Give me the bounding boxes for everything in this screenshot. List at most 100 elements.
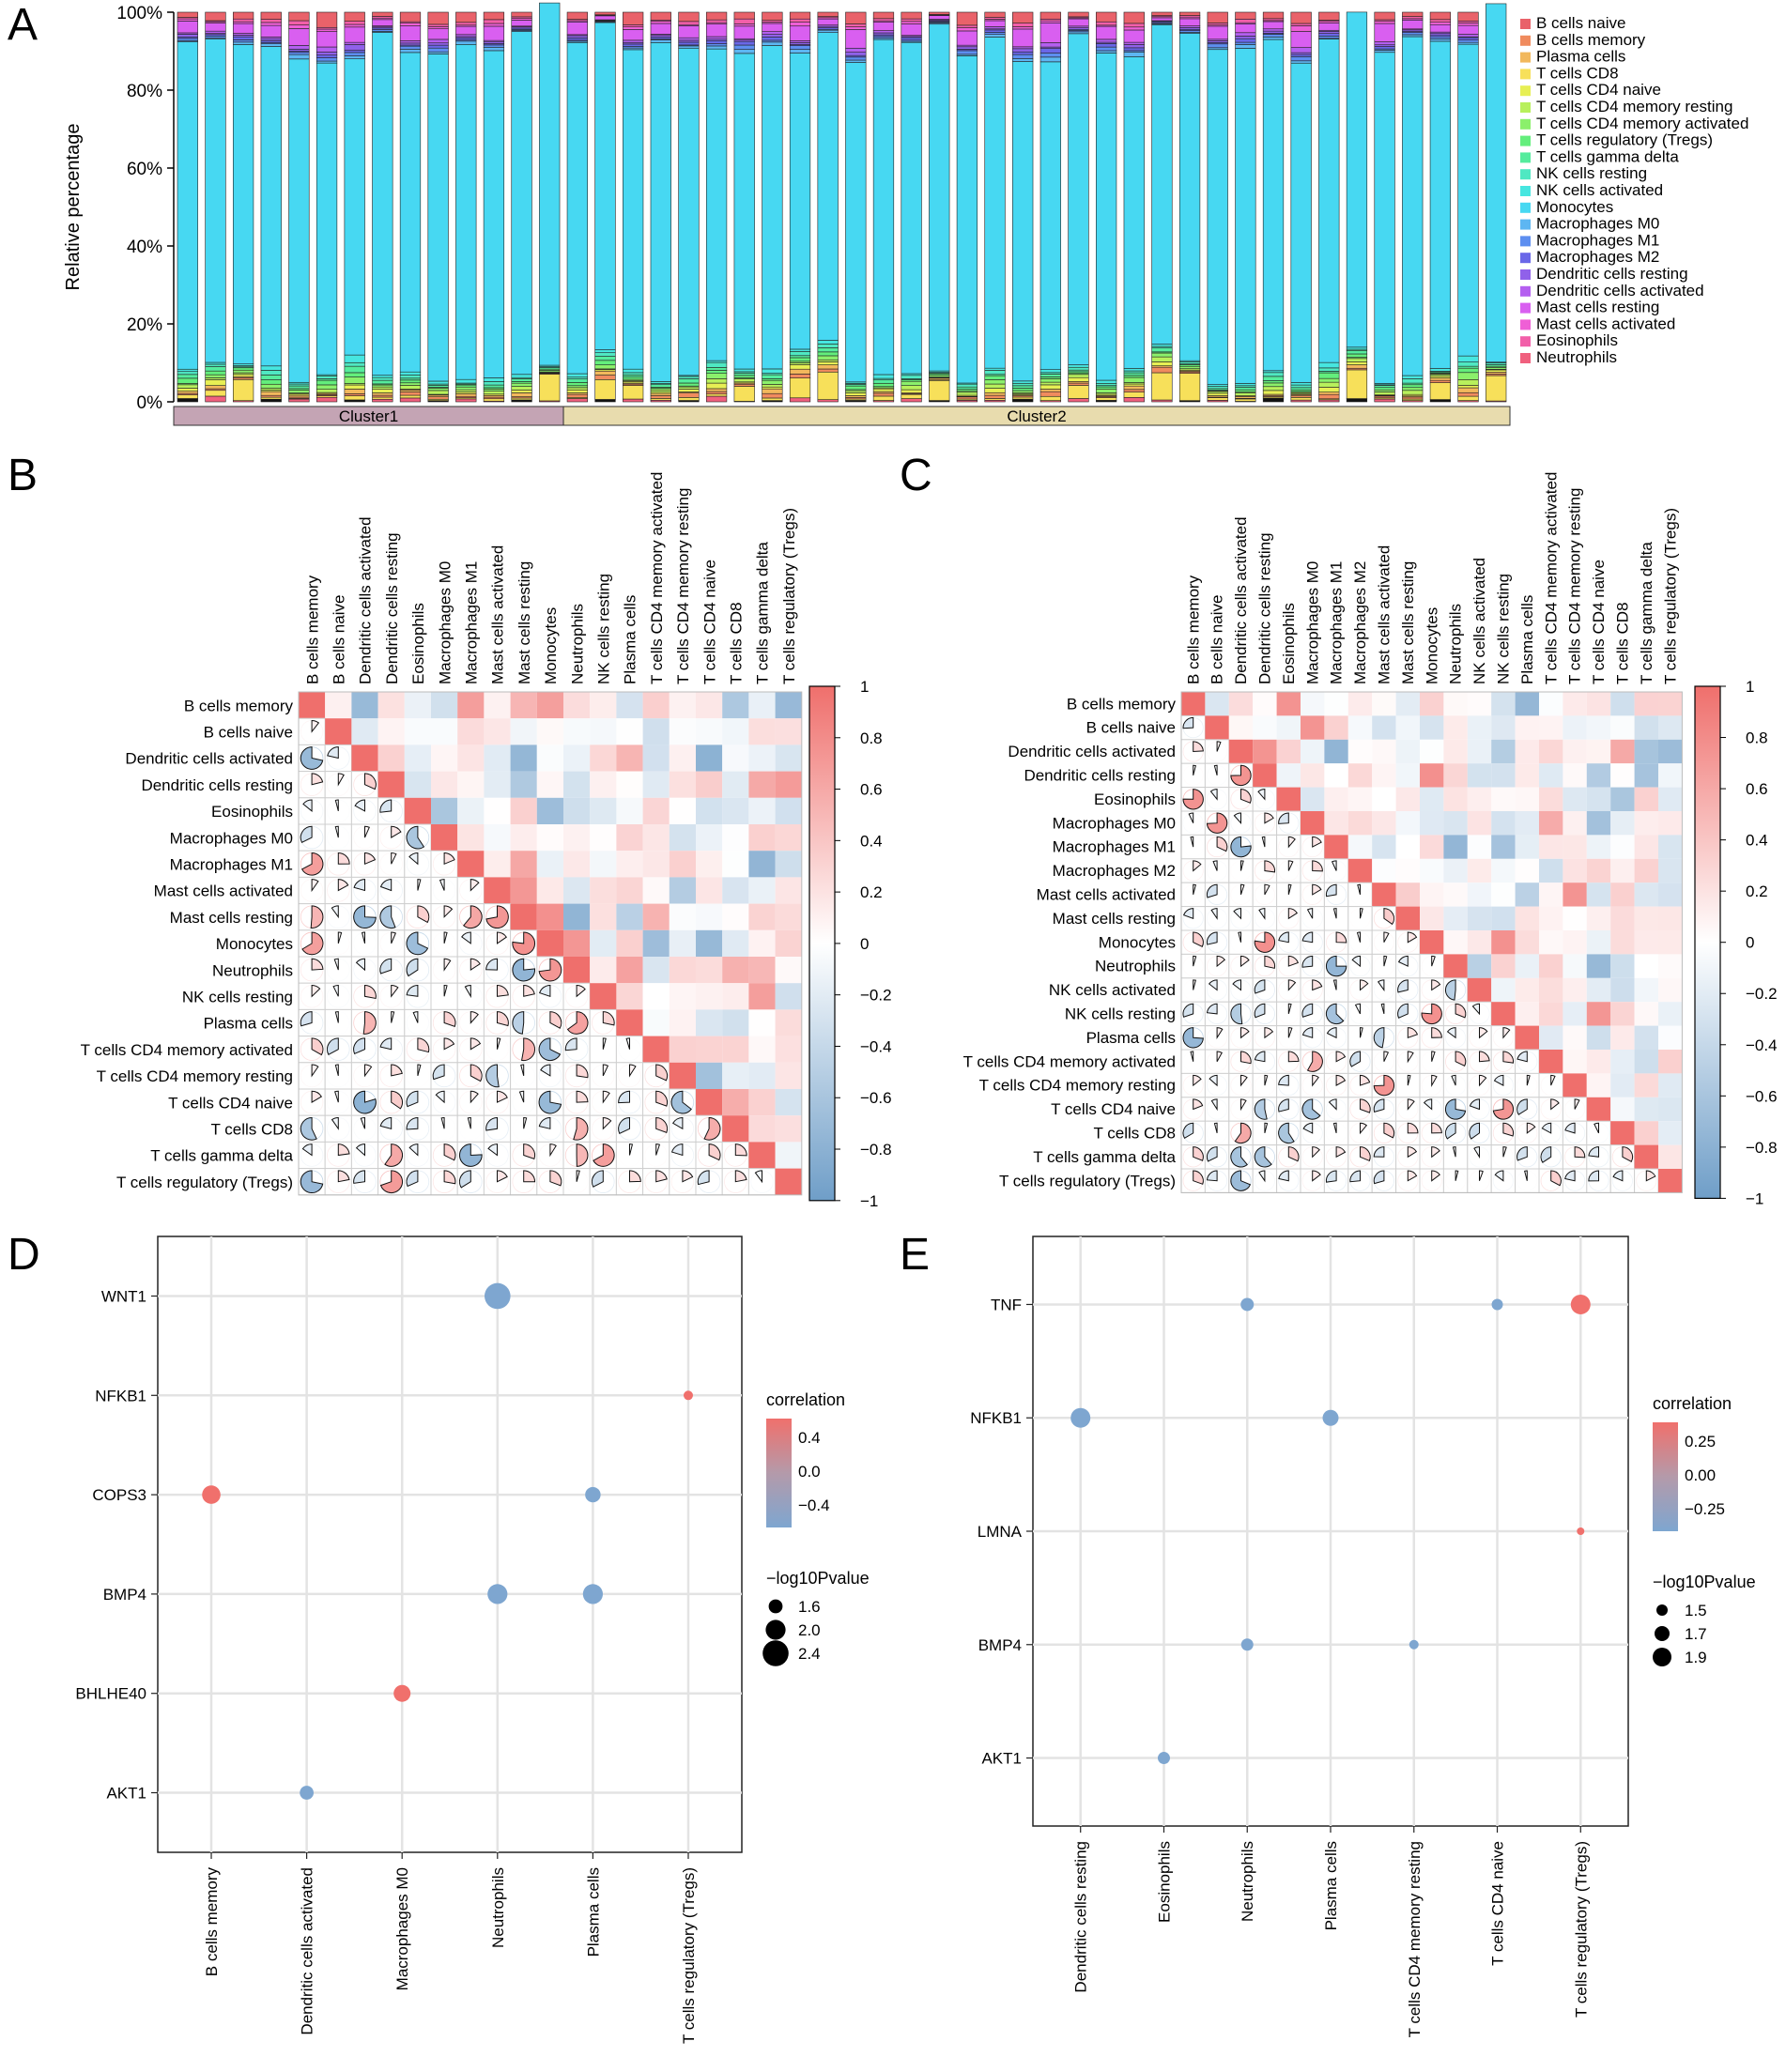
bar-segment [427, 47, 449, 53]
colorbar-tick-label: −0.2 [1746, 985, 1778, 1003]
bar-segment [1068, 376, 1089, 382]
pie-wedge [1444, 1122, 1456, 1140]
bar-segment [984, 32, 1006, 35]
heat-cell [1634, 1121, 1658, 1145]
heat-cell [1610, 1121, 1635, 1145]
pie-wedge [1373, 1027, 1385, 1049]
heat-cell [431, 744, 458, 772]
row-label: Macrophages M1 [170, 856, 293, 874]
pie-wedge [1306, 908, 1314, 919]
heat-cell [590, 877, 617, 904]
bar-segment [678, 378, 700, 384]
heat-cell [722, 983, 749, 1010]
y-tick-label: WNT1 [101, 1287, 146, 1305]
col-label: Mast cells resting [516, 561, 533, 684]
bar-segment [232, 374, 254, 377]
heat-cell [457, 692, 485, 719]
pie-wedge [379, 1170, 404, 1194]
bar-segment [733, 383, 755, 387]
pie-wedge [1397, 979, 1409, 993]
heat-cell [377, 744, 405, 772]
pie-wedge [1233, 908, 1241, 920]
heat-cell [696, 824, 723, 852]
y-tick-label: BMP4 [103, 1586, 146, 1604]
heat-cell [775, 877, 802, 904]
pie-wedge [1232, 979, 1241, 991]
legend-title-correlation: correlation [1653, 1394, 1732, 1413]
bar-segment [483, 44, 505, 48]
pie-wedge [703, 1116, 721, 1141]
col-label: Plasma cells [1518, 595, 1536, 684]
bar-segment [1151, 361, 1173, 366]
bar-segment [1402, 387, 1424, 391]
y-tick-label: 80% [127, 82, 162, 101]
heat-cell [404, 797, 431, 824]
pie-wedge [311, 1064, 319, 1078]
bar-segment [205, 385, 226, 390]
heat-cell [510, 771, 537, 798]
legend-label: T cells CD8 [1536, 64, 1619, 82]
bar-segment [427, 38, 449, 44]
legend-label: T cells CD4 memory resting [1536, 98, 1732, 115]
heat-cell [1205, 715, 1229, 740]
bar-segment [1402, 32, 1424, 36]
pie-wedge [1373, 1074, 1395, 1097]
pie-wedge [1622, 1146, 1634, 1162]
bar-segment [1346, 11, 1368, 348]
pie-wedge [538, 1037, 562, 1062]
y-tick-label: AKT1 [106, 1785, 146, 1803]
bar-segment [1039, 378, 1061, 383]
heat-cell [616, 877, 643, 904]
heat-cell [1610, 954, 1635, 978]
bar-segment [344, 365, 365, 374]
pie-wedge [629, 1170, 641, 1183]
heat-cell [1610, 930, 1635, 955]
heat-cell [1539, 906, 1563, 930]
pie-wedge [1423, 1098, 1433, 1111]
bar-segment [260, 375, 282, 380]
legend-swatch [1520, 69, 1531, 80]
grid-border [298, 691, 803, 1196]
pie-wedge [353, 1037, 365, 1055]
bar-segment [372, 375, 393, 378]
pie-wedge [671, 1116, 684, 1130]
bar-segment [901, 398, 922, 403]
bar-segment [594, 364, 616, 370]
pie-wedge [1357, 883, 1361, 896]
pie-wedge [602, 1064, 609, 1077]
bar-segment [1262, 37, 1285, 40]
bar-segment [1123, 47, 1145, 52]
bar-segment [817, 32, 839, 341]
bar-segment [344, 26, 365, 43]
pie-wedge [576, 984, 586, 998]
heat-cell [1372, 715, 1396, 740]
pie-wedge [311, 1037, 324, 1056]
bar-segment [566, 38, 588, 41]
heat-cell [775, 957, 802, 984]
bar-segment [1290, 31, 1312, 48]
bar-segment [733, 25, 755, 39]
bar-segment [762, 41, 783, 46]
bar-segment [1235, 38, 1256, 43]
panel-label-e: E [900, 1230, 930, 1280]
colorbar-tick-label: 0 [860, 935, 869, 953]
bar-segment [1096, 11, 1117, 23]
pie-wedge [417, 1037, 430, 1053]
bar-segment [1151, 347, 1173, 353]
heat-cell [590, 797, 617, 824]
pie-wedge [539, 984, 551, 997]
bar-segment [205, 374, 226, 378]
bar-segment [1235, 389, 1256, 392]
bar-segment [901, 21, 922, 24]
pie-wedge [1452, 1146, 1456, 1158]
heat-cell [748, 851, 776, 878]
pie-wedge [1360, 1074, 1371, 1086]
pie-wedge [1517, 1098, 1528, 1115]
bar-segment [623, 43, 644, 47]
heat-cell [1586, 715, 1611, 740]
bar-segment [372, 379, 393, 385]
bar-segment [260, 396, 282, 400]
heat-cell [536, 797, 563, 824]
heat-cell [1205, 692, 1229, 716]
pie-wedge [1444, 1098, 1467, 1120]
